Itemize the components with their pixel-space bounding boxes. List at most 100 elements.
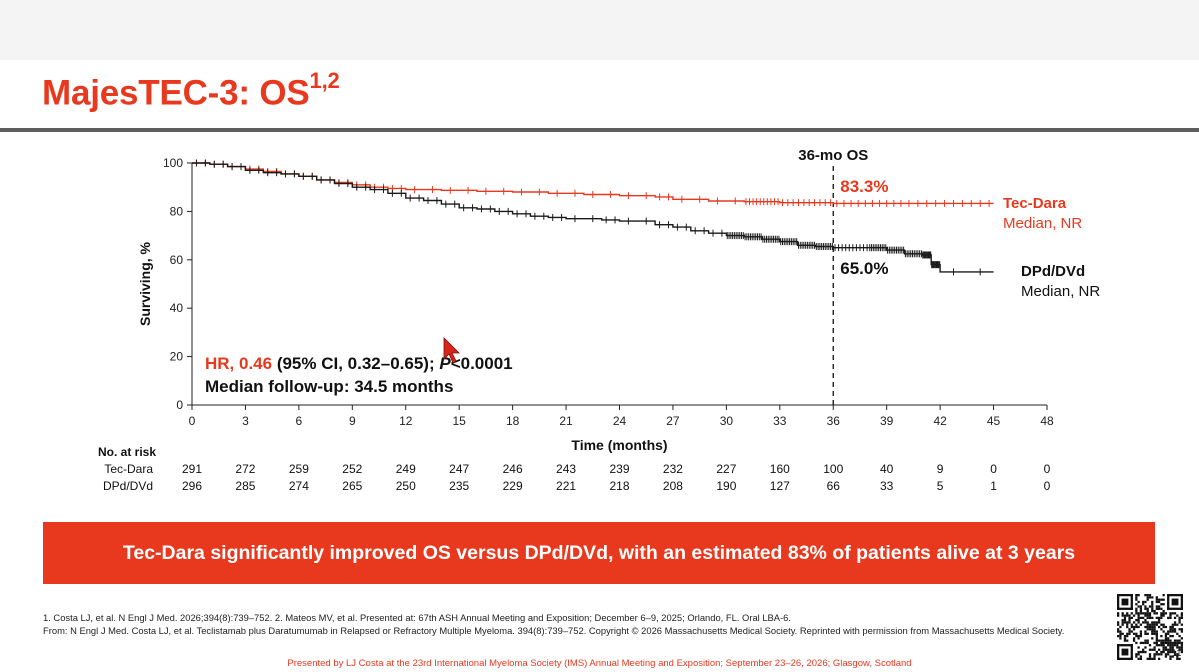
qr-module (1135, 598, 1138, 601)
legend-median-dpd-dvd: Median, NR (1021, 283, 1100, 300)
qr-module (1176, 646, 1179, 649)
qr-module (1121, 621, 1124, 624)
at-risk-header: No. at risk (98, 445, 156, 459)
qr-module (1171, 646, 1174, 649)
qr-module (1176, 641, 1179, 645)
series-line-tec-dara (192, 162, 994, 205)
y-tick-label: 0 (176, 398, 183, 412)
at-risk-value: 243 (556, 462, 576, 476)
qr-module (1151, 630, 1154, 633)
qr-module (1144, 619, 1147, 622)
qr-module (1160, 616, 1163, 620)
qr-module (1171, 612, 1174, 615)
slide-title-text: MajesTEC-3: OS (42, 73, 310, 113)
qr-module (1171, 598, 1179, 606)
qr-module (1146, 623, 1149, 626)
qr-module (1142, 650, 1145, 654)
qr-module (1117, 614, 1120, 617)
qr-module (1144, 594, 1147, 597)
qr-module (1169, 646, 1172, 649)
qr-module (1155, 616, 1158, 620)
qr-module (1130, 644, 1133, 660)
qr-module (1160, 603, 1163, 606)
qr-module (1155, 632, 1158, 635)
at-risk-value: 190 (716, 479, 736, 493)
qr-module (1176, 657, 1179, 660)
qr-module (1178, 639, 1181, 642)
qr-module (1153, 653, 1156, 656)
qr-module (1151, 625, 1154, 629)
qr-module (1139, 630, 1143, 633)
at-risk-value: 246 (503, 462, 523, 476)
qr-module (1151, 621, 1154, 624)
qr-module (1121, 648, 1129, 656)
qr-module (1144, 639, 1147, 642)
legend-name-tec-dara: Tec-Dara (1003, 195, 1067, 212)
at-risk-row-label: DPd/DVd (103, 479, 153, 493)
hr-ci: (95% CI, 0.32–0.65); (272, 354, 439, 373)
qr-module (1146, 657, 1149, 660)
qr-module (1167, 644, 1170, 647)
qr-module (1142, 648, 1145, 651)
qr-module (1176, 623, 1179, 626)
qr-module (1167, 616, 1170, 620)
qr-module (1117, 621, 1120, 624)
landmark-label-dpd-dvd: 65.0% (840, 259, 888, 278)
qr-module (1144, 605, 1147, 608)
qr-module (1164, 625, 1168, 629)
qr-module (1144, 650, 1147, 654)
at-risk-value: 1 (990, 479, 997, 493)
qr-module (1173, 628, 1177, 631)
qr-module (1128, 628, 1131, 631)
qr-module (1176, 655, 1179, 658)
qr-code-icon[interactable] (1117, 594, 1183, 660)
qr-module (1164, 637, 1168, 640)
at-risk-value: 5 (937, 479, 944, 493)
x-tick-label: 42 (933, 414, 947, 428)
qr-module (1155, 598, 1158, 601)
qr-module (1164, 639, 1168, 642)
at-risk-value: 218 (609, 479, 629, 493)
qr-module (1144, 632, 1147, 635)
qr-module (1146, 607, 1149, 610)
qr-module (1157, 607, 1161, 610)
qr-module (1153, 657, 1156, 660)
qr-module (1137, 646, 1140, 649)
qr-module (1130, 625, 1133, 629)
at-risk-value: 274 (289, 479, 309, 493)
qr-module (1139, 650, 1143, 654)
qr-module (1142, 641, 1145, 645)
qr-module (1160, 612, 1163, 615)
landmark-label-tec-dara: 83.3% (840, 177, 888, 196)
qr-module (1151, 623, 1154, 626)
qr-module (1146, 625, 1149, 629)
qr-module (1153, 646, 1156, 649)
qr-module (1148, 625, 1152, 629)
qr-module (1126, 612, 1129, 615)
x-tick-label: 45 (987, 414, 1001, 428)
qr-module (1151, 632, 1154, 635)
at-risk-value: 235 (449, 479, 469, 493)
qr-module (1137, 621, 1140, 624)
qr-module (1117, 657, 1133, 660)
qr-module (1178, 648, 1181, 651)
qr-module (1173, 644, 1177, 647)
qr-module (1135, 619, 1138, 622)
qr-module (1171, 628, 1174, 631)
qr-module (1123, 616, 1127, 620)
qr-module (1169, 639, 1172, 642)
qr-module (1153, 609, 1156, 613)
qr-module (1167, 630, 1170, 633)
x-tick-label: 6 (296, 414, 303, 428)
qr-module (1151, 605, 1154, 608)
qr-module (1160, 628, 1163, 631)
x-tick-label: 0 (189, 414, 196, 428)
qr-module (1139, 632, 1143, 635)
qr-module (1167, 641, 1170, 645)
qr-module (1160, 641, 1163, 645)
qr-module (1162, 625, 1165, 629)
qr-module (1126, 639, 1129, 642)
qr-module (1132, 614, 1136, 617)
qr-module (1130, 616, 1133, 620)
qr-module (1173, 623, 1177, 626)
